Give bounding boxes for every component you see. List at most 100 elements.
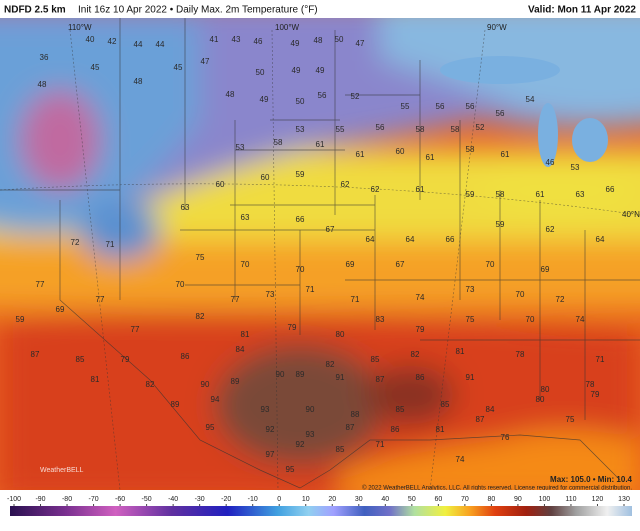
station-temp: 69 (56, 305, 65, 314)
station-temp: 64 (596, 235, 605, 244)
station-temp: 85 (371, 355, 380, 364)
station-temp: 85 (441, 400, 450, 409)
station-temp: 56 (436, 102, 445, 111)
station-temp: 61 (356, 150, 365, 159)
station-temp: 61 (536, 190, 545, 199)
station-temp: 77 (36, 280, 45, 289)
station-temp: 79 (288, 323, 297, 332)
station-temp: 47 (201, 57, 210, 66)
station-temp: 76 (501, 433, 510, 442)
colorbar-tick-label: 90 (514, 496, 522, 503)
station-temp: 91 (336, 373, 345, 382)
station-temp: 86 (181, 352, 190, 361)
station-temp: 63 (241, 213, 250, 222)
station-temp: 84 (236, 345, 245, 354)
station-temp: 82 (326, 360, 335, 369)
colorbar-tick-label: -50 (142, 496, 152, 503)
station-temp: 56 (318, 91, 327, 100)
station-temp: 77 (131, 325, 140, 334)
station-temp: 59 (466, 190, 475, 199)
colorbar-tick-label: -80 (62, 496, 72, 503)
station-temp: 46 (546, 158, 555, 167)
station-temp: 78 (516, 350, 525, 359)
station-temp: 60 (261, 173, 270, 182)
grid-label: 110°W (68, 23, 92, 32)
station-temp: 71 (596, 355, 605, 364)
station-temp: 84 (486, 405, 495, 414)
station-temp: 59 (296, 170, 305, 179)
station-temp: 71 (106, 240, 115, 249)
station-temp: 66 (296, 215, 305, 224)
station-temp: 90 (306, 405, 315, 414)
station-temp: 58 (416, 125, 425, 134)
colorbar-tick-label: 100 (539, 496, 551, 503)
station-temp: 40 (86, 35, 95, 44)
station-temp: 85 (336, 445, 345, 454)
station-temp: 91 (466, 373, 475, 382)
station-temp: 59 (16, 315, 25, 324)
station-temp: 74 (416, 293, 425, 302)
station-temp: 69 (541, 265, 550, 274)
station-temp: 55 (401, 102, 410, 111)
station-temp: 48 (134, 77, 143, 86)
copyright: © 2022 WeatherBELL Analytics, LLC. All r… (362, 485, 632, 492)
station-temp: 85 (396, 405, 405, 414)
logo: WeatherBELL (40, 467, 84, 474)
station-temp: 87 (376, 375, 385, 384)
station-temp: 56 (376, 123, 385, 132)
station-temp: 93 (306, 430, 315, 439)
station-temp: 82 (146, 380, 155, 389)
station-temp: 74 (576, 315, 585, 324)
station-temp: 92 (266, 425, 275, 434)
station-temp: 90 (276, 370, 285, 379)
station-temp: 46 (254, 37, 263, 46)
station-temp: 77 (96, 295, 105, 304)
station-temp: 73 (466, 285, 475, 294)
station-temp: 69 (346, 260, 355, 269)
station-temp: 49 (316, 66, 325, 75)
header-bar (0, 0, 640, 18)
station-temp: 52 (351, 92, 360, 101)
lake-huron (572, 118, 608, 162)
station-temp: 79 (121, 355, 130, 364)
model-name: NDFD 2.5 km (4, 5, 66, 16)
station-temp: 97 (266, 450, 275, 459)
station-temp: 54 (526, 95, 535, 104)
station-temp: 71 (376, 440, 385, 449)
station-temp: 63 (576, 190, 585, 199)
station-temp: 75 (466, 315, 475, 324)
station-temp: 67 (326, 225, 335, 234)
station-temp: 77 (231, 295, 240, 304)
station-temp: 93 (261, 405, 270, 414)
station-temp: 44 (134, 40, 143, 49)
station-temp: 70 (486, 260, 495, 269)
colorbar-tick-label: 20 (328, 496, 336, 503)
station-temp: 89 (231, 377, 240, 386)
station-temp: 58 (466, 145, 475, 154)
colorbar-tick-label: 0 (277, 496, 281, 503)
station-temp: 56 (496, 109, 505, 118)
station-temp: 61 (501, 150, 510, 159)
station-temp: 64 (406, 235, 415, 244)
station-temp: 49 (292, 66, 301, 75)
colorbar (10, 506, 632, 516)
temperature-field (0, 18, 640, 490)
colorbar-tick-label: -90 (35, 496, 45, 503)
colorbar-tick-label: -20 (221, 496, 231, 503)
station-temp: 82 (196, 312, 205, 321)
station-temp: 87 (346, 423, 355, 432)
station-temp: 61 (426, 153, 435, 162)
station-temp: 94 (211, 395, 220, 404)
station-temp: 85 (76, 355, 85, 364)
station-temp: 71 (351, 295, 360, 304)
station-temp: 92 (296, 440, 305, 449)
colorbar-tick-label: 110 (565, 496, 576, 503)
station-temp: 45 (174, 63, 183, 72)
colorbar-tick-label: 70 (461, 496, 469, 503)
station-temp: 66 (446, 235, 455, 244)
station-temp: 83 (376, 315, 385, 324)
colorbar-tick-label: -10 (248, 496, 258, 503)
station-temp: 36 (40, 53, 49, 62)
station-temp: 72 (556, 295, 565, 304)
colorbar-tick-label: 10 (302, 496, 310, 503)
